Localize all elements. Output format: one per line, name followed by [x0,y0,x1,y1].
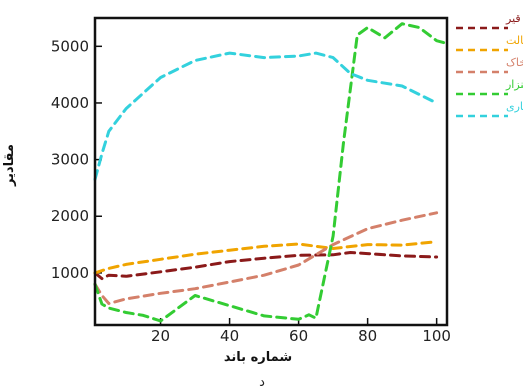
y-tick-label: 5000 [51,37,89,55]
legend: قیر آسفالت خاک چمنزار ناهنجاری [456,12,523,118]
figure-caption: د [259,375,265,389]
y-tick-label: 2000 [51,207,89,225]
x-tick-label: 20 [151,327,170,345]
x-axis-label: شماره باند [224,350,292,365]
y-axis-ticks: 1000 2000 3000 4000 5000 [51,37,102,282]
x-tick-label: 80 [358,327,377,345]
legend-label-4: ناهنجاری [506,100,523,113]
series-layer [93,22,449,323]
series-line-1 [93,240,439,275]
x-tick-label: 100 [422,327,451,345]
plot-frame [93,16,449,327]
legend-label-0: قیر [505,12,521,25]
x-axis-ticks: 20 40 60 80 100 [151,318,451,345]
series-line-0 [93,251,439,281]
y-tick-label: 4000 [51,94,89,112]
series-line-4 [93,51,439,181]
legend-label-2: خاک [506,56,523,69]
y-tick-label: 3000 [51,151,89,169]
legend-label-3: چمنزار [505,78,523,91]
y-tick-label: 1000 [51,264,89,282]
x-tick-label: 40 [220,327,239,345]
series-line-3 [93,22,449,323]
y-axis-label: مقادیر [2,144,17,187]
series-line-2 [93,211,439,305]
legend-label-1: آسفالت [506,33,523,47]
x-tick-label: 60 [289,327,308,345]
